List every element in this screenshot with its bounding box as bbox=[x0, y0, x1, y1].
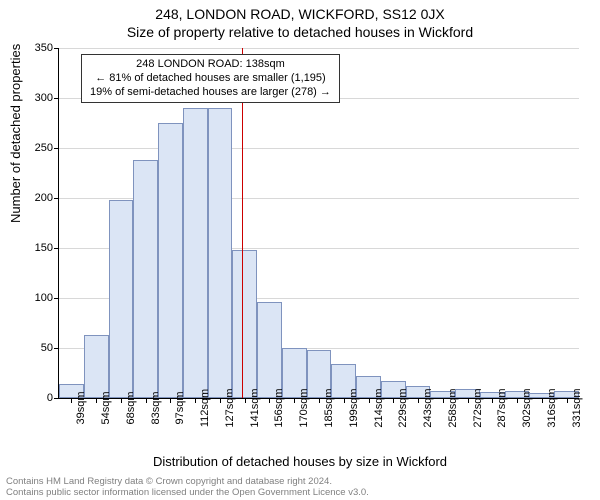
x-tick bbox=[369, 398, 370, 403]
y-tick-label: 100 bbox=[35, 292, 59, 304]
histogram-bar bbox=[158, 123, 183, 398]
histogram-plot: 05010015020025030035039sqm54sqm68sqm83sq… bbox=[58, 48, 579, 399]
histogram-bar bbox=[232, 250, 257, 398]
x-tick bbox=[517, 398, 518, 403]
y-tick-label: 250 bbox=[35, 142, 59, 154]
x-tick bbox=[195, 398, 196, 403]
annotation-line-2: ← 81% of detached houses are smaller (1,… bbox=[90, 72, 331, 86]
y-tick-label: 50 bbox=[41, 342, 59, 354]
y-tick-label: 0 bbox=[47, 392, 59, 404]
histogram-bar bbox=[183, 108, 208, 398]
page-title: 248, LONDON ROAD, WICKFORD, SS12 0JX bbox=[0, 0, 600, 22]
x-tick bbox=[170, 398, 171, 403]
x-axis-label: Distribution of detached houses by size … bbox=[0, 454, 600, 469]
histogram-bar bbox=[133, 160, 158, 398]
x-tick bbox=[146, 398, 147, 403]
histogram-bar bbox=[84, 335, 109, 398]
histogram-bar bbox=[208, 108, 233, 398]
x-tick bbox=[319, 398, 320, 403]
footer-attribution: Contains HM Land Registry data © Crown c… bbox=[6, 477, 369, 498]
y-tick-label: 350 bbox=[35, 42, 59, 54]
x-tick bbox=[393, 398, 394, 403]
footer-line-1: Contains HM Land Registry data © Crown c… bbox=[6, 477, 369, 487]
x-tick bbox=[492, 398, 493, 403]
annotation-line-3: 19% of semi-detached houses are larger (… bbox=[90, 86, 331, 100]
page-subtitle: Size of property relative to detached ho… bbox=[0, 22, 600, 40]
x-tick bbox=[294, 398, 295, 403]
x-tick-label: 331sqm bbox=[571, 388, 583, 427]
x-tick bbox=[567, 398, 568, 403]
x-tick bbox=[220, 398, 221, 403]
x-tick bbox=[269, 398, 270, 403]
gridline bbox=[59, 148, 579, 149]
x-tick bbox=[245, 398, 246, 403]
x-tick bbox=[443, 398, 444, 403]
y-tick-label: 300 bbox=[35, 92, 59, 104]
x-tick bbox=[344, 398, 345, 403]
x-tick bbox=[542, 398, 543, 403]
chart-container: 248, LONDON ROAD, WICKFORD, SS12 0JX Siz… bbox=[0, 0, 600, 500]
footer-line-2: Contains public sector information licen… bbox=[6, 488, 369, 498]
gridline bbox=[59, 48, 579, 49]
histogram-bar bbox=[257, 302, 282, 398]
y-tick-label: 150 bbox=[35, 242, 59, 254]
y-axis-label: Number of detached properties bbox=[8, 44, 23, 223]
x-tick bbox=[71, 398, 72, 403]
annotation-line-1: 248 LONDON ROAD: 138sqm bbox=[90, 58, 331, 72]
annotation-box: 248 LONDON ROAD: 138sqm ← 81% of detache… bbox=[81, 54, 340, 103]
x-tick bbox=[96, 398, 97, 403]
y-tick-label: 200 bbox=[35, 192, 59, 204]
x-tick bbox=[121, 398, 122, 403]
x-tick bbox=[418, 398, 419, 403]
x-tick bbox=[468, 398, 469, 403]
histogram-bar bbox=[109, 200, 134, 398]
